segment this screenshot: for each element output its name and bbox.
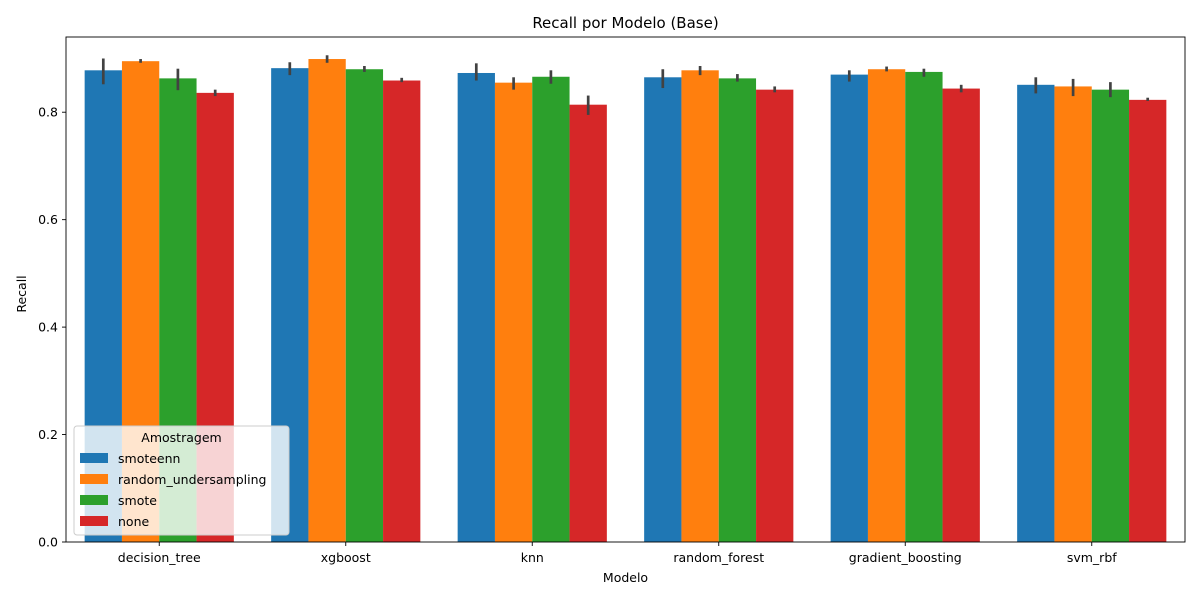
bar-xgboost-smote (345, 69, 384, 542)
bar-gradient_boosting-smote (905, 71, 943, 543)
legend-swatch-smoteenn (80, 453, 108, 463)
bar-random_forest-random_undersampling (681, 70, 719, 542)
bar-knn-random_undersampling (494, 82, 533, 542)
bar-xgboost-random_undersampling (308, 59, 346, 542)
y-axis-title: Recall (14, 275, 29, 312)
chart-title: Recall por Modelo (Base) (532, 14, 718, 32)
bar-svm_rbf-random_undersampling (1054, 86, 1092, 543)
y-tick-label: 0.8 (38, 105, 58, 120)
legend-label-smoteenn: smoteenn (118, 451, 180, 466)
error-bars-layer (101, 55, 1150, 115)
x-tick-label: gradient_boosting (849, 550, 962, 565)
bar-random_forest-none (756, 89, 794, 543)
y-tick-label: 0.2 (38, 427, 58, 442)
y-tick-label: 0.6 (38, 212, 58, 227)
x-tick-label: random_forest (673, 550, 764, 565)
bar-random_forest-smote (718, 78, 757, 543)
bar-random_forest-smoteenn (644, 77, 682, 542)
y-tick-label: 0.4 (38, 320, 58, 335)
x-tick-label: decision_tree (118, 550, 201, 565)
x-axis-title: Modelo (603, 570, 648, 585)
bar-knn-none (569, 104, 607, 542)
bar-svm_rbf-none (1129, 99, 1167, 543)
legend-label-none: none (118, 514, 149, 529)
legend-label-random_undersampling: random_undersampling (118, 472, 266, 487)
bar-gradient_boosting-none (942, 88, 980, 542)
x-tick-label: svm_rbf (1067, 550, 1117, 565)
bar-knn-smoteenn (457, 72, 495, 543)
bar-svm_rbf-smoteenn (1017, 84, 1055, 542)
bar-gradient_boosting-random_undersampling (867, 69, 906, 542)
bars-layer (84, 59, 1167, 543)
axes-layer: 0.0 0.2 0.4 0.6 0.8 decision_tree xgboost knn ra… (38, 36, 1186, 565)
y-tick-label: 0.0 (38, 535, 58, 550)
legend-swatch-none (80, 516, 108, 526)
plot-frame (65, 36, 1186, 543)
bar-knn-smote (532, 76, 570, 542)
x-tick-label: xgboost (321, 550, 371, 565)
legend-swatch-smote (80, 495, 108, 505)
legend: Amostragem smoteenn random_undersamplingsm… (73, 425, 290, 536)
legend-swatch-random_undersampling (80, 474, 108, 484)
x-tick-label: knn (521, 550, 544, 565)
legend-label-smote: smote (118, 493, 157, 508)
legend-title: Amostragem (141, 430, 221, 445)
bar-svm_rbf-smote (1091, 89, 1130, 543)
legend-box (73, 425, 290, 536)
bar-gradient_boosting-smoteenn (830, 74, 868, 543)
bar-xgboost-none (383, 80, 421, 543)
